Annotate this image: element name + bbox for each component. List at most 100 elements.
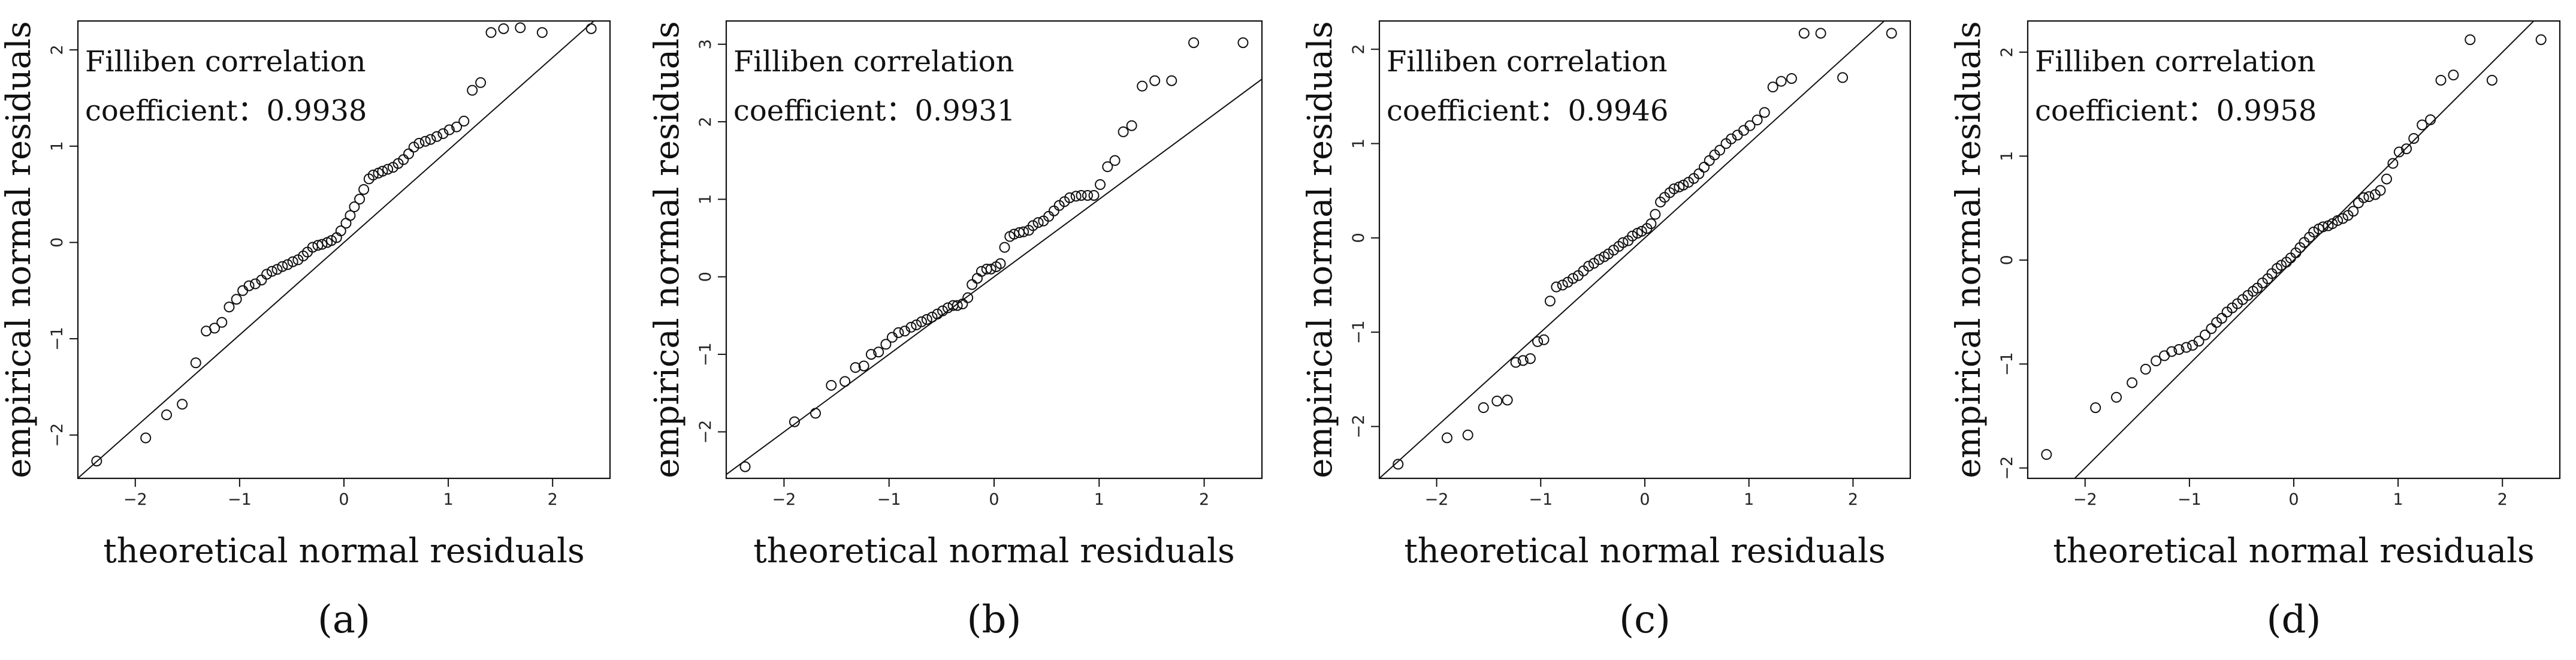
- x-tick-label: 0: [1639, 490, 1650, 509]
- data-point: [2127, 377, 2138, 388]
- y-tick-label: −2: [696, 420, 715, 444]
- y-tick-label: 1: [696, 194, 715, 204]
- data-point: [1137, 80, 1148, 92]
- data-point: [1704, 155, 1715, 166]
- x-tick-label: 1: [2393, 490, 2403, 509]
- data-point: [952, 300, 963, 311]
- x-axis-title: theoretical normal residuals: [753, 532, 1234, 571]
- data-point: [1393, 459, 1404, 470]
- annotation-line2: coefficient：0.9958: [2035, 94, 2317, 128]
- y-tick-label: −1: [1998, 352, 2016, 376]
- data-point: [451, 121, 463, 132]
- data-point: [1070, 191, 1082, 202]
- data-point: [1502, 394, 1513, 406]
- data-point: [886, 331, 898, 343]
- data-point: [2041, 449, 2052, 460]
- data-point: [1118, 126, 1129, 137]
- data-point: [2401, 143, 2412, 155]
- data-point: [403, 148, 414, 159]
- reference-line: [2073, 21, 2535, 478]
- annotation-label: coefficient：: [1387, 94, 1568, 128]
- y-tick-label: −1: [696, 342, 715, 366]
- data-point: [873, 346, 884, 358]
- data-point: [2193, 336, 2204, 347]
- data-point: [266, 266, 277, 277]
- data-point: [911, 319, 922, 330]
- x-tick-label: −1: [877, 490, 901, 509]
- data-point: [585, 23, 597, 34]
- data-point: [999, 242, 1010, 253]
- x-tick-label: −1: [228, 490, 252, 509]
- data-point: [485, 27, 497, 38]
- data-point: [243, 280, 255, 291]
- annotation-value: 0.9938: [267, 94, 367, 128]
- data-point: [1532, 336, 1544, 347]
- data-point: [1018, 226, 1029, 237]
- data-point: [358, 184, 370, 195]
- y-tick-label: −2: [1349, 415, 1368, 439]
- x-tick-label: −2: [1425, 490, 1449, 509]
- data-point: [1088, 189, 1100, 201]
- data-point: [177, 399, 188, 410]
- data-point: [1491, 395, 1503, 406]
- annotation-line1: Filliben correlation: [1387, 45, 1668, 79]
- data-point: [2140, 363, 2151, 375]
- data-point: [962, 292, 974, 303]
- data-point: [1699, 161, 1710, 173]
- data-point: [277, 261, 288, 272]
- reference-line: [726, 79, 1262, 475]
- data-point: [905, 321, 917, 333]
- data-point: [2327, 218, 2338, 230]
- data-point: [437, 128, 449, 139]
- data-point: [1462, 429, 1473, 441]
- panel-caption: (c): [1619, 598, 1671, 642]
- data-point: [957, 299, 968, 310]
- data-point: [261, 269, 273, 280]
- x-tick-label: 1: [1094, 490, 1104, 509]
- data-point: [1126, 120, 1137, 131]
- data-point: [1102, 161, 1113, 173]
- data-point: [536, 27, 548, 38]
- data-point: [839, 376, 851, 387]
- y-tick-label: 0: [1998, 255, 2016, 265]
- data-point: [2381, 173, 2392, 185]
- panel-caption: (d): [2267, 598, 2321, 642]
- data-point: [1551, 281, 1562, 293]
- data-point: [190, 357, 201, 369]
- data-point: [250, 278, 261, 290]
- data-point: [1751, 114, 1763, 126]
- data-point: [2393, 146, 2405, 158]
- y-tick-label: −1: [48, 327, 67, 351]
- data-point: [1650, 209, 1661, 220]
- data-point: [2166, 346, 2178, 357]
- data-point: [224, 302, 235, 313]
- annotation-label: coefficient：: [85, 94, 267, 128]
- data-point: [2206, 323, 2217, 334]
- x-tick-label: 0: [339, 490, 349, 509]
- data-point: [2200, 329, 2210, 340]
- data-point: [1109, 155, 1121, 166]
- data-point: [2363, 191, 2375, 203]
- data-point: [237, 285, 249, 296]
- reference-line: [1379, 21, 1886, 478]
- x-tick-label: 0: [989, 490, 999, 509]
- data-point: [1815, 28, 1826, 39]
- y-tick-label: 1: [1998, 151, 2016, 161]
- x-tick-label: 2: [548, 490, 558, 509]
- data-point: [2159, 350, 2170, 361]
- data-point: [1678, 179, 1689, 191]
- data-point: [921, 314, 932, 325]
- data-point: [2358, 192, 2369, 203]
- data-point: [1668, 183, 1680, 195]
- data-point: [739, 461, 751, 472]
- data-point: [865, 349, 877, 360]
- data-point: [326, 235, 337, 246]
- x-tick-label: −2: [772, 490, 796, 509]
- y-tick-label: 2: [48, 45, 67, 55]
- data-point: [377, 165, 388, 177]
- data-point: [140, 432, 152, 444]
- data-point: [2387, 158, 2399, 169]
- x-tick-label: −2: [123, 490, 147, 509]
- data-point: [467, 85, 478, 96]
